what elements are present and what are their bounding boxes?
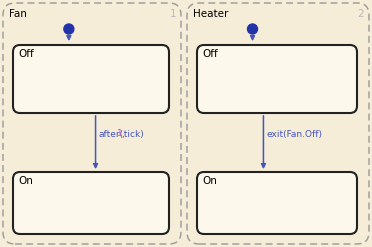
Circle shape xyxy=(247,24,257,34)
Text: Off: Off xyxy=(18,49,34,59)
FancyBboxPatch shape xyxy=(13,172,169,234)
FancyBboxPatch shape xyxy=(3,3,181,244)
FancyBboxPatch shape xyxy=(197,172,357,234)
Text: after(: after( xyxy=(99,129,124,139)
Text: exit(Fan.Off): exit(Fan.Off) xyxy=(266,129,323,139)
FancyBboxPatch shape xyxy=(197,45,357,113)
Text: 1: 1 xyxy=(117,129,123,139)
Circle shape xyxy=(64,24,74,34)
Text: Heater: Heater xyxy=(193,9,228,19)
Text: ,tick): ,tick) xyxy=(121,129,144,139)
Text: On: On xyxy=(202,176,217,186)
Text: On: On xyxy=(18,176,33,186)
Text: Off: Off xyxy=(202,49,218,59)
Text: Fan: Fan xyxy=(9,9,27,19)
Text: 1: 1 xyxy=(169,9,176,19)
FancyBboxPatch shape xyxy=(187,3,369,244)
Text: 2: 2 xyxy=(357,9,364,19)
FancyBboxPatch shape xyxy=(13,45,169,113)
